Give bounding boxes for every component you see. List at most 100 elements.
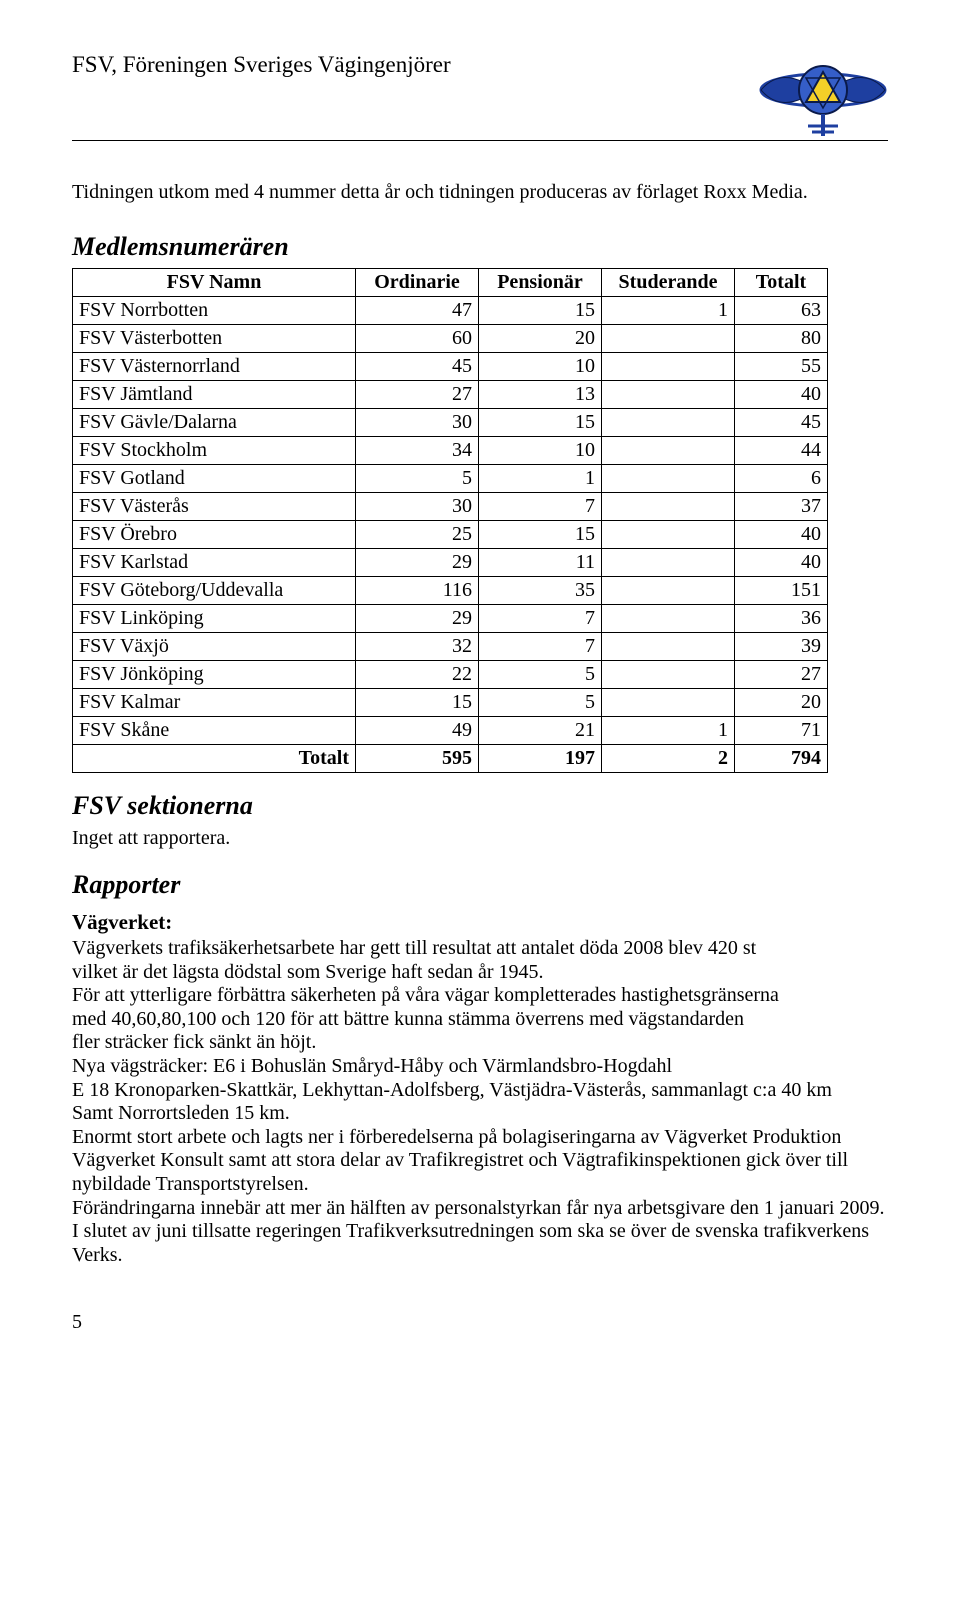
cell-value: 29: [356, 605, 479, 633]
cell-value: 45: [735, 409, 828, 437]
table-row: FSV Västernorrland451055: [73, 353, 828, 381]
cell-value: 5: [479, 689, 602, 717]
cell-value: 1: [602, 717, 735, 745]
cell-name: FSV Gotland: [73, 465, 356, 493]
cell-name: FSV Linköping: [73, 605, 356, 633]
page-number: 5: [72, 1311, 888, 1334]
table-row: FSV Jämtland2713 40: [73, 381, 828, 409]
cell-value: 151: [735, 577, 828, 605]
col-header-ordinarie: Ordinarie: [356, 269, 479, 297]
cell-value: [602, 409, 735, 437]
cell-value: 22: [356, 661, 479, 689]
cell-value: [602, 437, 735, 465]
cell-value: [602, 633, 735, 661]
col-header-studerande: Studerande: [602, 269, 735, 297]
total-value: 197: [479, 745, 602, 773]
cell-value: [602, 689, 735, 717]
cell-value: 13: [479, 381, 602, 409]
cell-name: FSV Jönköping: [73, 661, 356, 689]
cell-name: FSV Västernorrland: [73, 353, 356, 381]
cell-value: [602, 381, 735, 409]
lead-paragraph: Tidningen utkom med 4 nummer detta år oc…: [72, 181, 888, 204]
cell-name: FSV Kalmar: [73, 689, 356, 717]
table-row: FSV Skåne4921171: [73, 717, 828, 745]
cell-name: FSV Karlstad: [73, 549, 356, 577]
table-row: FSV Norrbotten4715163: [73, 297, 828, 325]
table-row: FSV Gotland516: [73, 465, 828, 493]
cell-value: 25: [356, 521, 479, 549]
total-value: 595: [356, 745, 479, 773]
cell-value: 27: [735, 661, 828, 689]
total-value: 2: [602, 745, 735, 773]
cell-name: FSV Jämtland: [73, 381, 356, 409]
sections-note: Inget att rapportera.: [72, 827, 888, 850]
cell-value: 20: [735, 689, 828, 717]
logo-icon: [758, 48, 888, 138]
cell-name: FSV Skåne: [73, 717, 356, 745]
cell-value: [602, 605, 735, 633]
cell-name: FSV Västerås: [73, 493, 356, 521]
cell-value: 40: [735, 521, 828, 549]
cell-name: FSV Örebro: [73, 521, 356, 549]
cell-value: [602, 521, 735, 549]
members-table: FSV Namn Ordinarie Pensionär Studerande …: [72, 268, 828, 773]
cell-value: 7: [479, 493, 602, 521]
cell-value: 32: [356, 633, 479, 661]
table-row: FSV Västerbotten6020 80: [73, 325, 828, 353]
cell-value: 15: [479, 409, 602, 437]
table-row: FSV Karlstad2911 40: [73, 549, 828, 577]
cell-value: 34: [356, 437, 479, 465]
cell-value: [602, 353, 735, 381]
table-row: FSV Kalmar15520: [73, 689, 828, 717]
cell-value: 40: [735, 381, 828, 409]
cell-value: 5: [356, 465, 479, 493]
table-header-row: FSV Namn Ordinarie Pensionär Studerande …: [73, 269, 828, 297]
cell-value: [602, 661, 735, 689]
cell-value: [602, 577, 735, 605]
cell-value: 36: [735, 605, 828, 633]
cell-value: 30: [356, 409, 479, 437]
cell-value: 45: [356, 353, 479, 381]
cell-name: FSV Norrbotten: [73, 297, 356, 325]
cell-name: FSV Västerbotten: [73, 325, 356, 353]
section-title-sections: FSV sektionerna: [72, 791, 888, 821]
cell-name: FSV Växjö: [73, 633, 356, 661]
cell-value: [602, 325, 735, 353]
cell-value: 1: [479, 465, 602, 493]
cell-name: FSV Stockholm: [73, 437, 356, 465]
table-row: FSV Örebro2515 40: [73, 521, 828, 549]
cell-value: 11: [479, 549, 602, 577]
cell-value: 60: [356, 325, 479, 353]
table-row: FSV Växjö327 39: [73, 633, 828, 661]
cell-value: 20: [479, 325, 602, 353]
cell-value: 40: [735, 549, 828, 577]
table-row: FSV Jönköping22527: [73, 661, 828, 689]
cell-value: 10: [479, 437, 602, 465]
cell-value: 7: [479, 633, 602, 661]
vagverket-heading: Vägverket:: [72, 910, 888, 935]
page: FSV, Föreningen Sveriges Vägingenjörer T…: [0, 0, 960, 1382]
cell-value: 15: [479, 521, 602, 549]
cell-value: [602, 493, 735, 521]
cell-value: 49: [356, 717, 479, 745]
cell-value: 27: [356, 381, 479, 409]
header-rule: [72, 140, 888, 141]
cell-value: 80: [735, 325, 828, 353]
cell-value: 15: [479, 297, 602, 325]
table-total-row: Totalt5951972794: [73, 745, 828, 773]
col-header-name: FSV Namn: [73, 269, 356, 297]
cell-name: FSV Göteborg/Uddevalla: [73, 577, 356, 605]
cell-value: 35: [479, 577, 602, 605]
table-row: FSV Göteborg/Uddevalla11635151: [73, 577, 828, 605]
cell-value: 7: [479, 605, 602, 633]
table-row: FSV Stockholm3410 44: [73, 437, 828, 465]
cell-value: 71: [735, 717, 828, 745]
table-row: FSV Västerås30737: [73, 493, 828, 521]
cell-value: 44: [735, 437, 828, 465]
cell-value: 39: [735, 633, 828, 661]
total-value: 794: [735, 745, 828, 773]
org-title: FSV, Föreningen Sveriges Vägingenjörer: [72, 52, 451, 78]
cell-value: 29: [356, 549, 479, 577]
cell-value: 37: [735, 493, 828, 521]
cell-value: 21: [479, 717, 602, 745]
